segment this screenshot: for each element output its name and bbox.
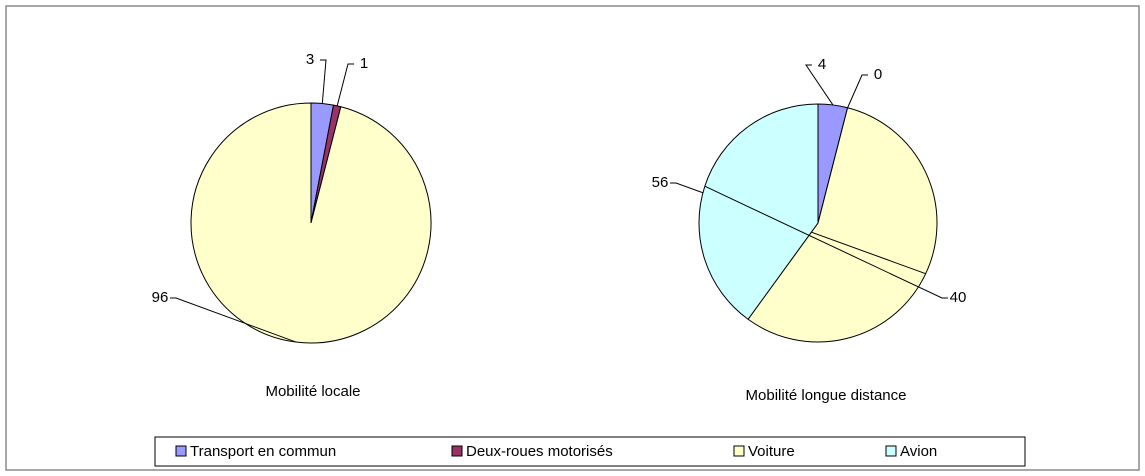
pie-title: Mobilité longue distance [746,387,907,404]
data-label: 3 [306,51,314,68]
pie-slice [190,102,432,344]
legend-label: Voiture [748,443,795,460]
leader-line [170,297,297,343]
leader-line [704,185,948,299]
data-label: 40 [950,289,967,306]
legend-box [154,436,1026,467]
legend-swatch [733,445,745,457]
legend-label: Transport en commun [190,443,336,460]
legend-swatch [885,445,897,457]
leader-line [670,182,926,275]
leader-line [320,59,327,104]
data-label: 1 [360,55,368,72]
pie-title: Mobilité locale [265,383,360,400]
legend-label: Avion [900,443,937,460]
data-label: 4 [818,56,826,73]
data-label: 56 [652,174,669,191]
legend-swatch [451,445,463,457]
legend-swatch [175,445,187,457]
data-label: 96 [152,289,169,306]
data-label: 0 [874,66,882,83]
leader-line [805,64,834,106]
leader-line [336,63,354,107]
frame [5,5,1140,471]
legend-label: Deux-roues motorisés [466,443,613,460]
leader-line [847,74,868,108]
